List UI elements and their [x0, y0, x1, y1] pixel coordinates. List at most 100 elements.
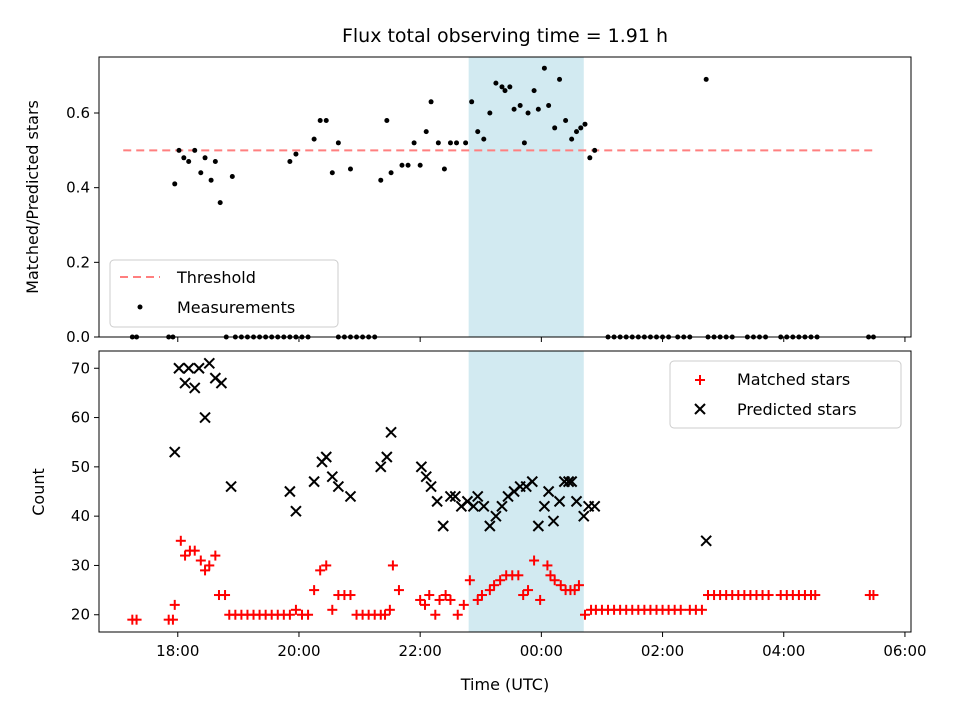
matched-point	[675, 604, 686, 615]
y-tick-label: 0.6	[66, 104, 90, 122]
matched-point	[452, 609, 463, 620]
predicted-point	[478, 500, 490, 512]
measurement-point	[546, 103, 552, 109]
y-tick-label: 30	[71, 556, 90, 574]
matched-point	[175, 535, 186, 546]
measurement-point	[535, 106, 541, 112]
matched-point	[549, 575, 560, 586]
measurement-point	[469, 99, 475, 105]
ratio-axis-ticks: 0.0 0.2 0.4 0.6	[66, 104, 906, 346]
counts-panel: 18:00 20:00 22:00 00:00 02:00 04:00 06:00 20 30 4…	[29, 350, 927, 694]
predicted-point	[385, 426, 397, 439]
measurement-point	[287, 159, 293, 165]
predicted-point	[496, 500, 508, 512]
predicted-point	[472, 490, 484, 503]
y-tick-label: 0.0	[66, 328, 90, 346]
matched-point	[290, 604, 301, 615]
matched-point	[579, 609, 590, 620]
y-tick-label: 60	[71, 409, 90, 427]
matched-point	[345, 590, 356, 601]
predicted-point	[326, 471, 339, 483]
predicted-point	[578, 510, 590, 522]
predicted-point	[484, 520, 496, 532]
measurement-point	[176, 147, 182, 153]
measurement-point	[487, 110, 493, 116]
counts-y-label: Count	[29, 468, 48, 516]
measurement-point	[229, 173, 235, 179]
predicted-point	[203, 357, 215, 370]
matched-point	[445, 594, 456, 605]
x-tick-label: 00:00	[520, 642, 563, 660]
matched-point	[763, 590, 774, 601]
matched-point	[523, 585, 534, 596]
predicted-point	[193, 362, 205, 374]
measurement-point	[212, 159, 218, 165]
measurement-point	[428, 99, 434, 105]
matched-point	[696, 604, 707, 615]
predicted-point	[700, 535, 712, 547]
matched-point	[495, 575, 506, 586]
legend-predicted-label: Predicted stars	[737, 400, 857, 419]
predicted-point	[532, 520, 545, 532]
measurement-point	[202, 155, 208, 161]
measurement-point	[417, 162, 423, 168]
matched-point	[464, 575, 475, 586]
measurement-point	[592, 147, 598, 153]
predicted-point	[562, 475, 575, 488]
matched-point	[284, 609, 295, 620]
matched-point	[321, 560, 332, 571]
measurement-point	[582, 121, 588, 127]
measurement-point	[181, 155, 187, 161]
matched-point	[380, 609, 391, 620]
x-tick-label: 02:00	[641, 642, 684, 660]
x-tick-label: 20:00	[277, 642, 320, 660]
measurement-point	[525, 110, 531, 116]
legend-threshold-label: Threshold	[176, 268, 256, 287]
matched-point	[810, 590, 821, 601]
measurement-point	[502, 88, 508, 94]
measurement-point	[335, 140, 341, 146]
legend-matched-label: Matched stars	[737, 370, 850, 389]
matched-point	[180, 550, 191, 561]
measurement-point	[347, 166, 353, 172]
ratio-panel-frame	[98, 56, 912, 338]
legend-matched-swatch	[695, 375, 705, 385]
measurement-point	[574, 129, 580, 135]
predicted-point	[375, 461, 387, 473]
counts-axis-ticks: 18:00 20:00 22:00 00:00 02:00 04:00 06:00 20 30 4…	[71, 359, 927, 660]
x-tick-label: 18:00	[156, 642, 199, 660]
predicted-point	[538, 500, 551, 512]
matched-point	[535, 594, 546, 605]
measurement-point	[475, 129, 481, 135]
measurement-point	[192, 147, 198, 153]
matched-point	[309, 585, 320, 596]
predicted-point	[169, 446, 181, 458]
predicted-point	[344, 490, 357, 503]
predicted-point	[553, 495, 566, 508]
measurement-point	[541, 65, 547, 71]
matched-point	[384, 604, 395, 615]
matched-point	[868, 590, 879, 601]
matched-point	[169, 599, 180, 610]
measurement-point	[447, 140, 453, 146]
matched-point	[204, 560, 215, 571]
predicted-point	[570, 495, 583, 508]
measurement-point	[388, 170, 394, 176]
measurement-point	[521, 140, 527, 146]
ratio-panel: 0.0 0.2 0.4 0.6 Matched/Predicted stars Thr…	[23, 56, 912, 346]
matched-point	[513, 570, 524, 581]
predicted-point	[437, 520, 449, 532]
matched-point	[393, 585, 404, 596]
matched-point	[424, 590, 435, 601]
highlight-span	[468, 57, 584, 337]
predicted-point	[332, 480, 345, 493]
legend-measurements-label: Measurements	[177, 298, 295, 317]
y-tick-label: 20	[71, 606, 90, 624]
predicted-point	[547, 515, 560, 527]
matched-point	[167, 614, 178, 625]
x-tick-label: 04:00	[762, 642, 805, 660]
predicted-point	[381, 451, 393, 463]
predicted-point	[284, 485, 296, 498]
matched-point	[315, 565, 326, 576]
predicted-point	[308, 475, 320, 488]
